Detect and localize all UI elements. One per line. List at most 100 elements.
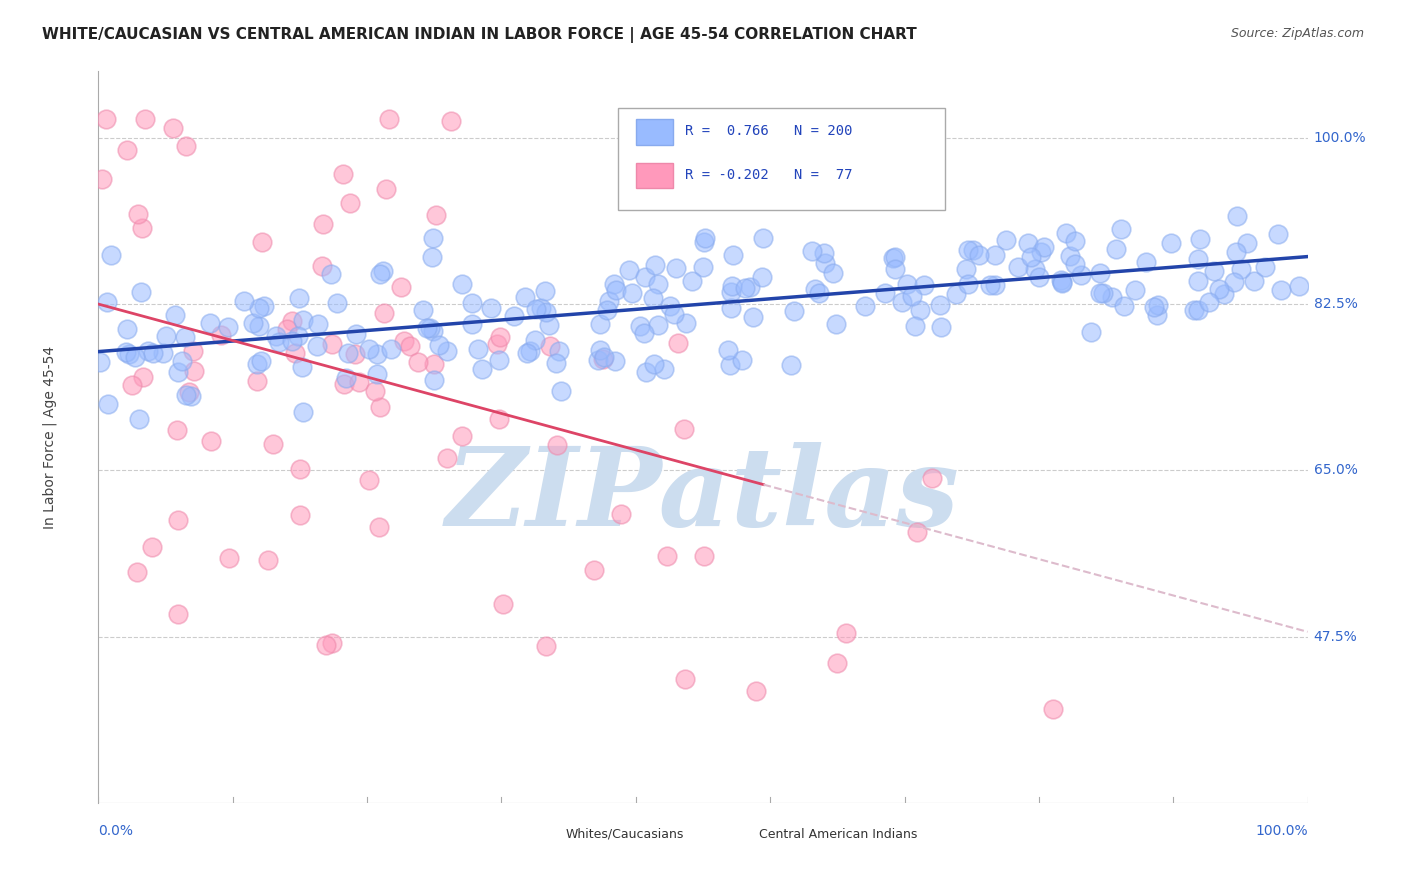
Point (589, 343, 612, 357)
Point (589, 317, 612, 331)
Point (209, 327, 232, 342)
Text: 100.0%: 100.0% (1313, 131, 1367, 145)
Point (427, 338, 450, 352)
Point (332, 167, 354, 181)
Point (1213, 287, 1236, 301)
Point (489, 330, 512, 344)
Point (198, 316, 221, 330)
Point (524, 301, 547, 316)
Point (420, 250, 443, 264)
Point (742, 310, 765, 324)
Point (827, 657, 849, 671)
Point (141, 346, 163, 360)
Point (984, 278, 1007, 293)
Point (288, 462, 311, 476)
Text: In Labor Force | Age 45-54: In Labor Force | Age 45-54 (42, 345, 58, 529)
Point (367, 520, 389, 534)
Point (1109, 221, 1132, 235)
Point (326, 296, 349, 310)
Text: R =  0.766   N = 200: R = 0.766 N = 200 (685, 124, 852, 138)
Text: Central American Indians: Central American Indians (759, 828, 917, 841)
Point (359, 474, 381, 488)
Point (177, 384, 200, 399)
Point (675, 316, 697, 330)
Point (751, 270, 773, 285)
Point (336, 346, 359, 360)
Point (908, 303, 931, 318)
Point (1007, 260, 1029, 274)
Point (1288, 279, 1310, 293)
Point (1223, 275, 1246, 289)
Point (610, 507, 633, 521)
Point (266, 328, 288, 343)
Point (343, 346, 366, 360)
Bar (637, 119, 672, 145)
Point (896, 277, 918, 292)
Point (117, 346, 139, 360)
Point (550, 384, 572, 399)
Point (162, 120, 184, 135)
Point (1064, 257, 1087, 271)
Point (692, 260, 714, 274)
Point (1017, 235, 1039, 250)
Point (1187, 274, 1209, 288)
Point (375, 182, 398, 196)
Point (288, 508, 311, 523)
Point (380, 342, 402, 356)
Point (641, 291, 664, 305)
Point (96, 295, 118, 310)
Point (166, 513, 188, 527)
Point (1059, 249, 1081, 263)
Point (519, 343, 541, 358)
Point (124, 350, 146, 364)
Point (366, 347, 388, 361)
Point (312, 218, 335, 232)
Point (422, 324, 444, 338)
Point (1042, 701, 1064, 715)
Point (486, 336, 509, 351)
Point (471, 362, 494, 376)
Point (891, 295, 914, 310)
Point (200, 434, 222, 449)
Point (945, 287, 967, 301)
Text: R = -0.202   N =  77: R = -0.202 N = 77 (685, 169, 852, 182)
Point (957, 243, 980, 257)
Point (276, 322, 298, 336)
Text: 65.0%: 65.0% (1313, 463, 1358, 477)
Point (779, 359, 801, 373)
Point (658, 299, 681, 313)
Point (1105, 242, 1128, 256)
Point (233, 294, 256, 309)
Point (287, 328, 309, 343)
Point (516, 346, 538, 360)
Point (359, 342, 381, 356)
Point (368, 400, 391, 414)
Point (967, 248, 990, 262)
Point (929, 320, 952, 334)
Point (436, 344, 458, 359)
Point (155, 329, 177, 343)
Point (813, 255, 835, 269)
Point (373, 306, 395, 320)
Point (929, 297, 952, 311)
Point (603, 353, 626, 368)
Point (644, 259, 666, 273)
Point (1050, 277, 1073, 291)
Point (467, 342, 489, 356)
Point (823, 266, 845, 280)
Point (183, 363, 205, 377)
Point (174, 387, 197, 401)
Point (311, 259, 333, 273)
Text: Whites/Caucasians: Whites/Caucasians (565, 828, 683, 841)
Point (673, 422, 696, 436)
Point (1184, 303, 1206, 318)
Point (1187, 302, 1209, 317)
Point (136, 344, 159, 359)
Point (451, 428, 474, 442)
Point (1198, 294, 1220, 309)
Point (167, 365, 190, 379)
Point (1054, 226, 1077, 240)
Point (738, 279, 761, 293)
Point (440, 114, 463, 128)
Point (269, 335, 291, 350)
